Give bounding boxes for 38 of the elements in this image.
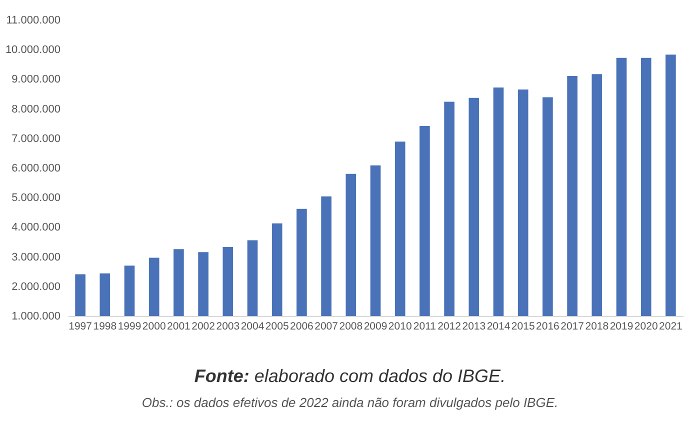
x-tick-label: 2015 bbox=[511, 320, 535, 332]
y-tick-label: 2.000.000 bbox=[12, 280, 60, 293]
x-tick-label: 2016 bbox=[536, 320, 560, 332]
x-tick-label: 1998 bbox=[93, 320, 117, 332]
x-tick-label: 1997 bbox=[68, 320, 92, 332]
y-tick-label: 11.000.000 bbox=[6, 14, 60, 26]
y-tick-label: 7.000.000 bbox=[12, 132, 60, 145]
x-tick-label: 2009 bbox=[364, 320, 388, 332]
x-tick-label: 2018 bbox=[585, 320, 609, 332]
x-tick-label: 2010 bbox=[388, 320, 412, 332]
y-tick-label: 10.000.000 bbox=[5, 44, 60, 56]
x-tick-label: 2003 bbox=[216, 320, 240, 332]
x-tick-label: 2008 bbox=[339, 320, 363, 332]
source-note: Fonte: elaborado com dados do IBGE. bbox=[193, 366, 507, 387]
y-tick-label: 3.000.000 bbox=[12, 251, 60, 264]
y-tick-label: 9.000.000 bbox=[12, 74, 60, 86]
y-tick-label: 6.000.000 bbox=[12, 162, 60, 174]
y-tick-label: 1.000.000 bbox=[12, 310, 60, 322]
text: Obs.: os dados efetivos de 2022 ainda não foram divulgados pelo IBGE. bbox=[140, 395, 560, 410]
x-tick-label: 2020 bbox=[634, 320, 658, 332]
x-tick-label: 2021 bbox=[659, 320, 683, 332]
x-tick-label: 2001 bbox=[167, 320, 191, 332]
x-tick-label: 2006 bbox=[290, 320, 314, 332]
x-tick-label: 2013 bbox=[462, 320, 486, 332]
x-tick-label: 2014 bbox=[486, 320, 510, 332]
x-tick-label: 2017 bbox=[560, 320, 584, 332]
x-tick-label: 2004 bbox=[240, 320, 264, 332]
y-tick-label: 4.000.000 bbox=[12, 222, 60, 234]
x-tick-label: 2019 bbox=[610, 320, 634, 332]
x-tick-label: 2005 bbox=[265, 320, 289, 332]
y-tick-label: 5.000.000 bbox=[12, 192, 60, 204]
x-tick-label: 1999 bbox=[118, 320, 142, 332]
x-tick-label: 2011 bbox=[413, 320, 436, 332]
x-tick-label: 2012 bbox=[438, 320, 462, 332]
y-tick-label: 8.000.000 bbox=[12, 103, 60, 116]
x-tick-label: 2002 bbox=[192, 320, 216, 332]
x-tick-label: 2007 bbox=[314, 320, 338, 332]
x-tick-label: 2000 bbox=[142, 320, 166, 332]
